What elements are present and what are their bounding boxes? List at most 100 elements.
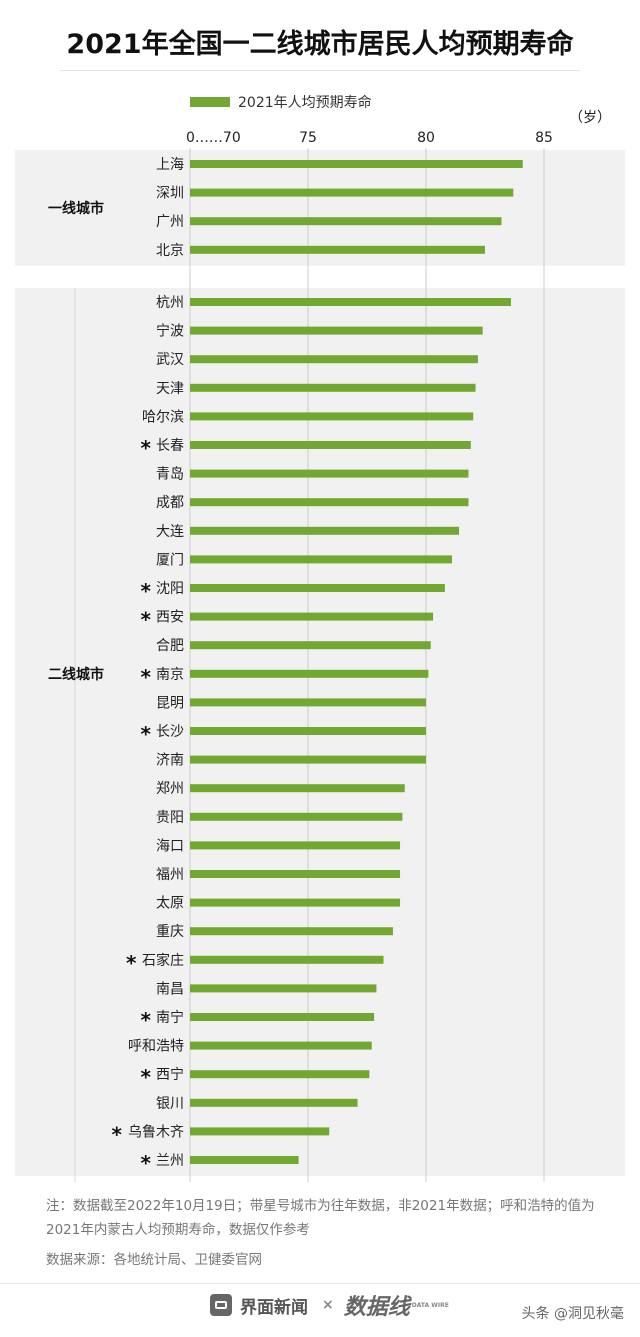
city-label: 沈阳 [156, 581, 184, 597]
bar [190, 755, 426, 764]
bar [190, 955, 384, 964]
bar [190, 498, 469, 507]
city-label: 郑州 [156, 781, 184, 797]
city-label: 长沙 [156, 724, 184, 740]
bar [190, 469, 469, 478]
asterisk-marker: * [141, 1065, 152, 1089]
city-label: 长春 [156, 438, 184, 454]
city-label: 大连 [156, 524, 184, 540]
bar [190, 812, 403, 821]
city-label: 兰州 [156, 1153, 184, 1169]
bar [190, 412, 474, 421]
bar [190, 698, 426, 707]
bar [190, 727, 426, 735]
credit-label: 头条 @洞见秋毫 [521, 1306, 624, 1322]
datawire-logo: 数据线 [343, 1294, 410, 1320]
bar [190, 1127, 330, 1136]
asterisk-marker: * [126, 951, 137, 975]
asterisk-marker: * [141, 1151, 152, 1175]
title-divider [60, 70, 580, 71]
group-label: 二线城市 [48, 666, 104, 683]
brand-separator: × [322, 1297, 334, 1313]
asterisk-marker: * [141, 608, 152, 632]
asterisk-marker: * [112, 1122, 123, 1146]
data-source: 数据来源：各地统计局、卫健委官网 [46, 1252, 262, 1268]
jiemian-logo-icon [210, 1294, 232, 1316]
city-label: 银川 [156, 1096, 184, 1112]
city-label: 呼和浩特 [128, 1039, 184, 1055]
city-label: 南宁 [156, 1009, 184, 1026]
unit-label: （岁） [569, 110, 611, 126]
group-label: 一线城市 [48, 200, 104, 217]
bar [190, 784, 405, 793]
city-label: 福州 [156, 867, 184, 883]
city-label: 太原 [156, 896, 184, 912]
bar [190, 1041, 372, 1050]
bar [190, 669, 429, 678]
bar [190, 641, 431, 650]
city-label: 西安 [156, 610, 184, 626]
city-label: 海口 [156, 838, 184, 854]
bar [190, 841, 401, 850]
asterisk-marker: * [141, 665, 152, 689]
city-label: 武汉 [156, 352, 184, 368]
footer-brand: 界面新闻 × 数据线 DATA WIRE [210, 1290, 449, 1320]
bar [190, 217, 502, 226]
brand-name: 界面新闻 [240, 1297, 308, 1318]
city-label: 厦门 [156, 552, 184, 568]
asterisk-marker: * [141, 722, 152, 746]
bar [190, 245, 485, 254]
city-label: 成都 [156, 495, 184, 511]
x-tick-label: 80 [417, 130, 435, 146]
bar [190, 441, 471, 449]
city-label: 贵阳 [156, 810, 184, 826]
city-label: 济南 [156, 753, 184, 769]
city-label: 石家庄 [142, 952, 184, 969]
bar [190, 188, 514, 197]
city-label: 北京 [156, 243, 184, 259]
bar [190, 555, 452, 564]
city-label: 昆明 [156, 695, 184, 711]
bar-chart: 0……70 75 80 85（岁）上海深圳广州北京一线城市杭州宁波武汉天津哈尔滨长春*… [15, 110, 625, 1182]
bar [190, 298, 511, 306]
bar [190, 326, 483, 335]
bar [190, 526, 460, 535]
bar [190, 1070, 370, 1079]
legend-label: 2021年人均预期寿命 [238, 95, 372, 111]
footnote: 注：数据截至2022年10月19日；带星号城市为往年数据，非2021年数据；呼和… [46, 1198, 595, 1238]
x-tick-label: 85 [535, 130, 553, 146]
bar [190, 160, 523, 168]
bar [190, 898, 401, 907]
bar [190, 927, 393, 936]
asterisk-marker: * [141, 579, 152, 603]
city-label: 宁波 [156, 323, 184, 340]
city-label: 合肥 [156, 638, 184, 654]
bar [190, 984, 377, 993]
city-label: 乌鲁木齐 [128, 1124, 184, 1140]
city-label: 南京 [156, 667, 184, 683]
bar [190, 1098, 358, 1107]
legend: 2021年人均预期寿命 [190, 93, 372, 111]
city-label: 哈尔滨 [142, 409, 184, 425]
city-label: 天津 [156, 381, 184, 397]
bar [190, 355, 478, 364]
footer-divider [0, 1283, 640, 1284]
chart-title: 2021年全国一二线城市居民人均预期寿命 [66, 29, 574, 60]
bar [190, 870, 401, 878]
bar [190, 612, 434, 621]
axis-break-label: 0……70 [186, 130, 241, 146]
x-tick-label: 75 [299, 130, 317, 146]
city-label: 广州 [156, 214, 184, 230]
city-label: 上海 [156, 157, 184, 173]
bar [190, 584, 445, 592]
bar [190, 1013, 375, 1021]
city-label: 杭州 [156, 295, 184, 311]
city-label: 南昌 [156, 981, 184, 997]
city-label: 西宁 [156, 1066, 184, 1083]
city-label: 青岛 [156, 467, 184, 483]
city-label: 深圳 [156, 186, 184, 202]
datawire-logo-sub: DATA WIRE [411, 1301, 449, 1309]
city-label: 重庆 [156, 924, 184, 940]
asterisk-marker: * [141, 436, 152, 460]
asterisk-marker: * [141, 1008, 152, 1032]
